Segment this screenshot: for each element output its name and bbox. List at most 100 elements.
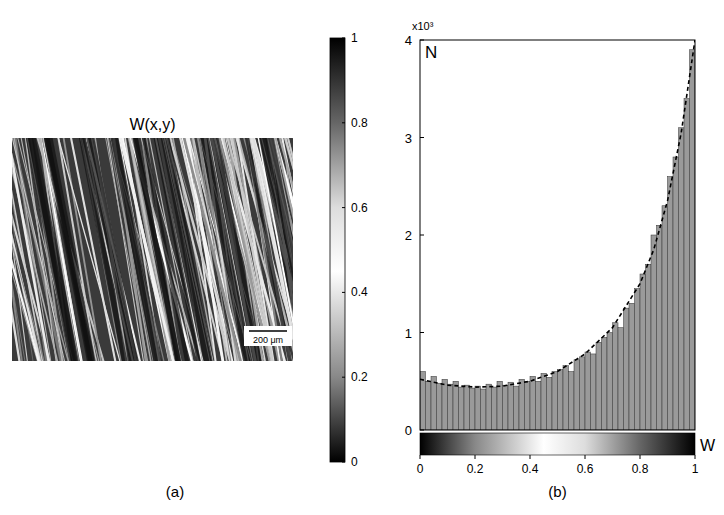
histogram-bar xyxy=(541,373,547,430)
panel-label: (b) xyxy=(548,483,566,500)
histogram-bar xyxy=(508,382,514,430)
x-tick-label: 0.8 xyxy=(632,462,649,476)
histogram-bar xyxy=(459,387,465,430)
histogram-bar xyxy=(437,383,443,430)
histogram-bar xyxy=(431,376,437,430)
colorbar-tick-label: 0.2 xyxy=(351,370,368,384)
colorbar-tick xyxy=(342,377,345,378)
colorbar-tick xyxy=(342,38,345,39)
histogram-bar xyxy=(536,381,542,430)
histogram-bar xyxy=(481,389,487,430)
histogram-bar xyxy=(519,379,525,430)
histogram-bar xyxy=(569,372,575,431)
x-tick-label: 0.2 xyxy=(467,462,484,476)
scale-bar-label: 200 μm xyxy=(253,335,283,345)
histogram-bar xyxy=(591,354,597,430)
colorbar xyxy=(330,38,345,462)
x-tick xyxy=(475,455,476,459)
y-tick xyxy=(420,235,424,236)
scale-bar xyxy=(249,330,287,332)
histogram-bar xyxy=(684,99,690,431)
histogram-bar xyxy=(668,177,674,431)
gap xyxy=(89,138,134,361)
histogram-bar xyxy=(426,381,432,430)
colorbar-tick-label: 0 xyxy=(351,455,358,469)
y-axis-label: N xyxy=(425,43,437,62)
histogram-bar xyxy=(618,328,624,430)
y-tick xyxy=(420,137,424,138)
histogram-bar xyxy=(613,323,619,430)
plot-area xyxy=(420,40,695,430)
histogram-bar xyxy=(475,386,481,430)
histogram-bar xyxy=(585,352,591,430)
histogram-bar xyxy=(574,360,580,430)
histogram-bar xyxy=(453,381,459,430)
histogram-bar xyxy=(492,387,498,430)
histogram-bar xyxy=(651,235,657,430)
colorbar-tick xyxy=(342,462,345,463)
histogram-bar xyxy=(690,50,696,430)
colorbar-tick xyxy=(342,207,345,208)
y-tick-label: 0 xyxy=(405,423,412,438)
colorbar-tick-label: 0.6 xyxy=(351,201,368,215)
x-tick xyxy=(585,455,586,459)
colormap-bar xyxy=(420,433,695,455)
gap xyxy=(134,138,179,361)
x-axis-label: W xyxy=(700,437,716,454)
histogram-bar xyxy=(547,377,553,430)
histogram-bar xyxy=(464,385,470,430)
x-tick xyxy=(640,455,641,459)
histogram-bar xyxy=(470,388,476,430)
histogram-bar xyxy=(646,264,652,430)
x-tick-label: 0.6 xyxy=(577,462,594,476)
micrograph xyxy=(12,138,293,361)
x-tick-label: 0.4 xyxy=(522,462,539,476)
histogram-bar xyxy=(563,366,569,430)
y-scale-label: x10³ xyxy=(412,20,434,32)
colorbar-tick-label: 1 xyxy=(351,31,358,45)
gap xyxy=(46,138,91,361)
histogram-bar xyxy=(607,333,613,431)
histogram-bar xyxy=(552,372,558,431)
histogram-bar xyxy=(448,384,454,430)
y-tick-label: 2 xyxy=(405,228,412,243)
image-title: W(x,y) xyxy=(129,116,175,133)
histogram-bar xyxy=(596,342,602,430)
histogram-bar xyxy=(514,386,520,430)
histogram-bar xyxy=(558,370,564,430)
histogram-bar xyxy=(525,381,531,430)
colorbar-tick-label: 0.8 xyxy=(351,116,368,130)
histogram-bar xyxy=(673,157,679,430)
histogram-bar xyxy=(679,128,685,430)
histogram-bar xyxy=(503,385,509,430)
gap xyxy=(155,138,200,361)
fit-curve xyxy=(420,40,695,387)
y-tick xyxy=(420,332,424,333)
y-tick xyxy=(420,430,424,431)
x-tick xyxy=(695,455,696,459)
histogram-bar xyxy=(662,206,668,430)
histogram-bar xyxy=(530,376,536,430)
histogram-bar xyxy=(635,289,641,430)
gap xyxy=(134,138,179,361)
gap xyxy=(204,138,249,361)
y-tick-label: 1 xyxy=(405,326,412,341)
plot-frame xyxy=(420,40,695,430)
x-tick xyxy=(420,455,421,459)
histogram-bar xyxy=(657,225,663,430)
scale-bar-box xyxy=(244,326,292,346)
colorbar-tick xyxy=(342,292,345,293)
figure: W(x,y)200 μm00.20.40.60.81(a)0123400.20.… xyxy=(0,0,724,515)
gap xyxy=(81,138,126,361)
histogram-bar xyxy=(624,308,630,430)
histogram-bar xyxy=(497,381,503,430)
histogram-bar xyxy=(629,303,635,430)
histogram-bar xyxy=(602,337,608,430)
histogram-bar xyxy=(442,379,448,430)
panel-label: (a) xyxy=(166,483,184,500)
y-tick-label: 4 xyxy=(405,33,412,48)
histogram-bar xyxy=(580,357,586,430)
x-tick-label: 1 xyxy=(692,462,699,476)
y-tick xyxy=(420,40,424,41)
y-tick-label: 3 xyxy=(405,131,412,146)
